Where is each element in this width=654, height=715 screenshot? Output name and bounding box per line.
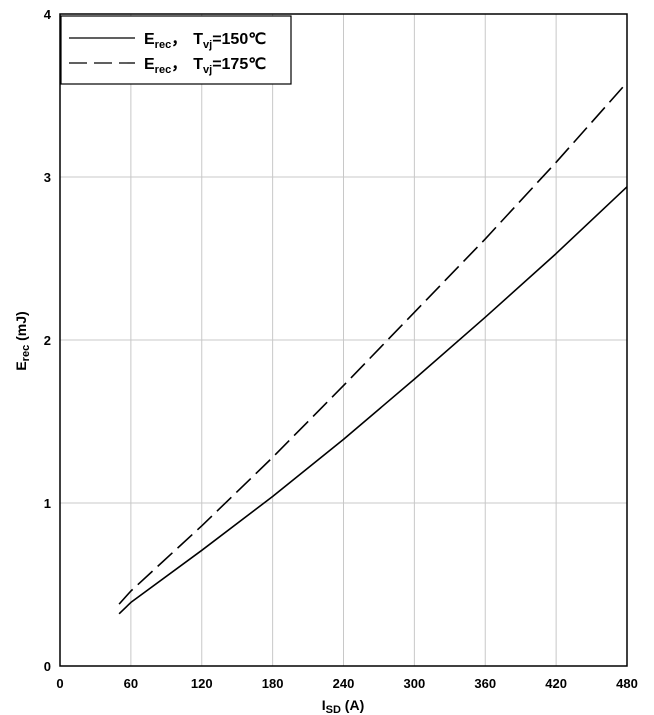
legend-box bbox=[60, 15, 292, 85]
x-tick-label-360: 360 bbox=[474, 676, 496, 691]
y-tick-label-2: 2 bbox=[44, 333, 51, 348]
y-tick-label-0: 0 bbox=[44, 659, 51, 674]
legend-label-150: Erec， Tvj=150℃ bbox=[144, 31, 266, 51]
x-tick-label-120: 120 bbox=[191, 676, 213, 691]
y-tick-label-4: 4 bbox=[44, 7, 52, 22]
legend-label-175: Erec， Tvj=175℃ bbox=[144, 56, 266, 76]
x-tick-label-0: 0 bbox=[56, 676, 63, 691]
plot-frame bbox=[59, 13, 628, 667]
x-tick-label-300: 300 bbox=[404, 676, 426, 691]
y-tick-label-1: 1 bbox=[44, 496, 51, 511]
series-line-150c bbox=[118, 186, 628, 615]
grid bbox=[60, 14, 627, 666]
series-line-175c bbox=[118, 81, 628, 605]
legend: Erec， Tvj=150℃ Erec， Tvj=175℃ bbox=[60, 15, 292, 85]
x-tick-label-240: 240 bbox=[333, 676, 355, 691]
x-tick-label-480: 480 bbox=[616, 676, 638, 691]
x-tick-label-60: 60 bbox=[124, 676, 138, 691]
y-tick-label-3: 3 bbox=[44, 170, 51, 185]
x-tick-label-180: 180 bbox=[262, 676, 284, 691]
y-axis-title: Erec (mJ) bbox=[13, 311, 32, 370]
x-axis-title: ISD (A) bbox=[322, 697, 365, 715]
tick-labels: 0 60 120 180 240 300 360 420 480 0 1 2 3 4 bbox=[44, 7, 638, 691]
x-tick-label-420: 420 bbox=[545, 676, 567, 691]
series-layer bbox=[118, 81, 628, 615]
